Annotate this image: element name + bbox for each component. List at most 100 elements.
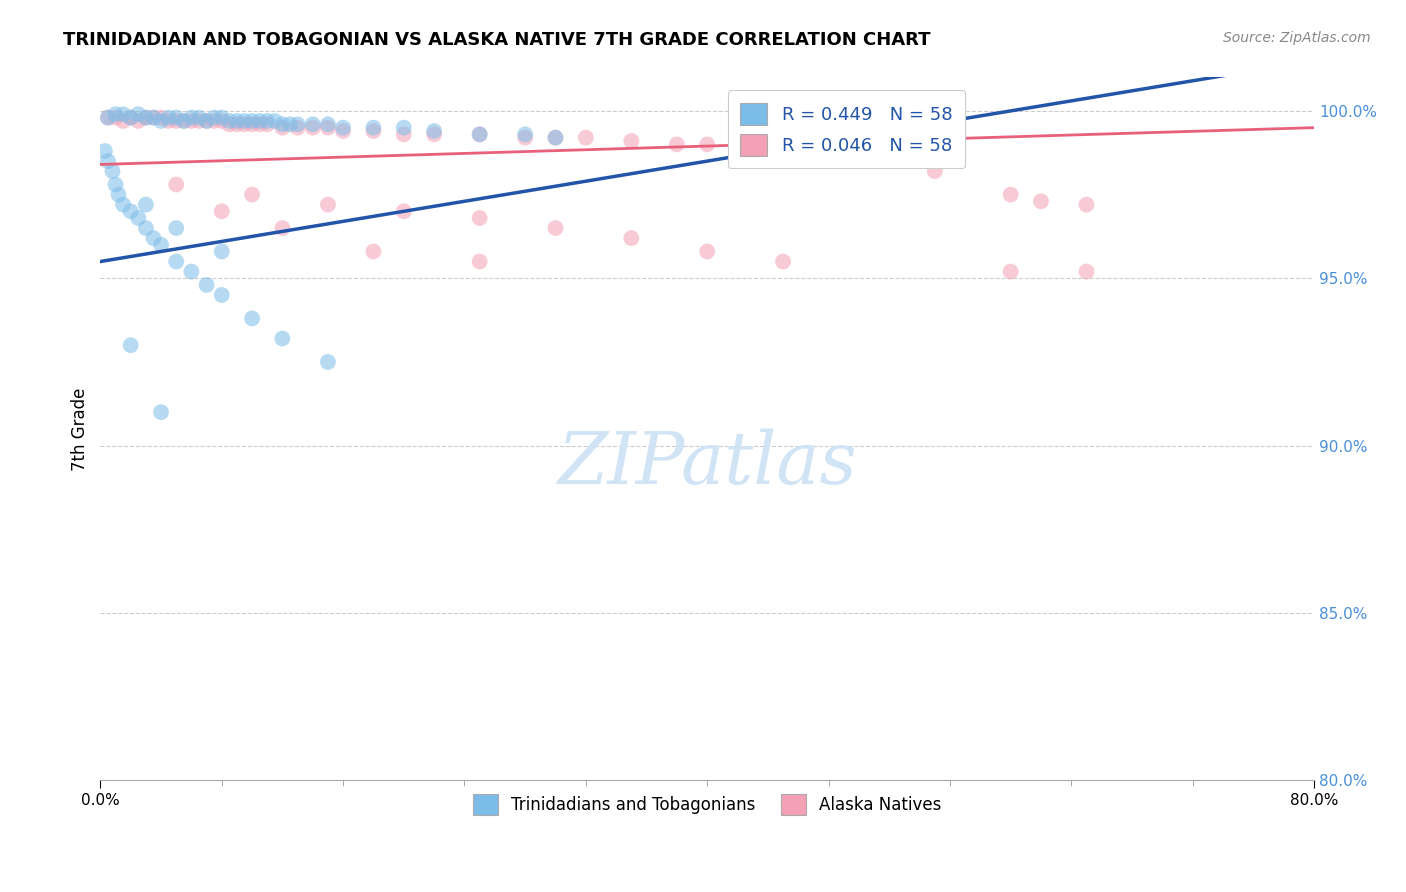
- Point: [165, 111, 187, 125]
- Point: [180, 264, 202, 278]
- Point: [180, 111, 202, 125]
- Point: [924, 164, 946, 178]
- Point: [165, 114, 187, 128]
- Point: [157, 111, 180, 125]
- Point: [233, 114, 256, 128]
- Point: [211, 244, 233, 259]
- Point: [188, 111, 211, 125]
- Point: [301, 120, 323, 135]
- Point: [363, 124, 385, 138]
- Point: [165, 254, 187, 268]
- Point: [1076, 197, 1098, 211]
- Point: [150, 237, 173, 252]
- Point: [195, 114, 218, 128]
- Point: [165, 221, 187, 235]
- Point: [696, 137, 718, 152]
- Point: [120, 338, 142, 352]
- Point: [211, 204, 233, 219]
- Point: [188, 114, 211, 128]
- Point: [202, 114, 225, 128]
- Point: [135, 197, 157, 211]
- Legend: Trinidadians and Tobagonians, Alaska Natives: Trinidadians and Tobagonians, Alaska Nat…: [463, 784, 952, 825]
- Point: [468, 211, 491, 225]
- Point: [211, 111, 233, 125]
- Point: [696, 244, 718, 259]
- Point: [332, 124, 354, 138]
- Point: [218, 117, 240, 131]
- Point: [515, 128, 537, 142]
- Point: [195, 114, 218, 128]
- Point: [1076, 264, 1098, 278]
- Point: [225, 114, 247, 128]
- Point: [104, 107, 127, 121]
- Point: [180, 114, 202, 128]
- Point: [104, 178, 127, 192]
- Point: [173, 114, 195, 128]
- Point: [287, 117, 309, 131]
- Point: [97, 111, 120, 125]
- Point: [515, 130, 537, 145]
- Point: [240, 187, 263, 202]
- Point: [211, 288, 233, 302]
- Point: [127, 107, 149, 121]
- Point: [468, 128, 491, 142]
- Point: [278, 117, 301, 131]
- Point: [544, 221, 567, 235]
- Point: [112, 197, 135, 211]
- Point: [316, 197, 339, 211]
- Point: [233, 117, 256, 131]
- Point: [150, 111, 173, 125]
- Point: [468, 254, 491, 268]
- Point: [112, 107, 135, 121]
- Point: [1029, 194, 1052, 209]
- Point: [97, 111, 120, 125]
- Point: [271, 117, 294, 131]
- Point: [848, 154, 870, 169]
- Point: [225, 117, 247, 131]
- Point: [240, 114, 263, 128]
- Point: [256, 114, 278, 128]
- Point: [101, 164, 124, 178]
- Point: [240, 311, 263, 326]
- Point: [120, 111, 142, 125]
- Point: [104, 111, 127, 125]
- Point: [135, 111, 157, 125]
- Point: [150, 405, 173, 419]
- Point: [363, 244, 385, 259]
- Point: [135, 221, 157, 235]
- Point: [94, 144, 117, 158]
- Point: [150, 114, 173, 128]
- Point: [142, 111, 165, 125]
- Point: [195, 277, 218, 292]
- Point: [620, 134, 643, 148]
- Text: TRINIDADIAN AND TOBAGONIAN VS ALASKA NATIVE 7TH GRADE CORRELATION CHART: TRINIDADIAN AND TOBAGONIAN VS ALASKA NAT…: [63, 31, 931, 49]
- Point: [165, 178, 187, 192]
- Point: [575, 130, 598, 145]
- Point: [332, 120, 354, 135]
- Point: [249, 117, 271, 131]
- Point: [127, 211, 149, 225]
- Point: [142, 111, 165, 125]
- Point: [468, 128, 491, 142]
- Point: [263, 114, 285, 128]
- Point: [112, 114, 135, 128]
- Point: [107, 187, 129, 202]
- Point: [392, 204, 415, 219]
- Point: [316, 355, 339, 369]
- Point: [392, 128, 415, 142]
- Point: [271, 331, 294, 345]
- Point: [1000, 264, 1022, 278]
- Point: [301, 117, 323, 131]
- Point: [256, 117, 278, 131]
- Point: [316, 120, 339, 135]
- Point: [97, 154, 120, 169]
- Y-axis label: 7th Grade: 7th Grade: [72, 387, 89, 471]
- Point: [202, 111, 225, 125]
- Point: [620, 231, 643, 245]
- Point: [772, 254, 794, 268]
- Point: [249, 114, 271, 128]
- Point: [271, 221, 294, 235]
- Text: Source: ZipAtlas.com: Source: ZipAtlas.com: [1223, 31, 1371, 45]
- Point: [772, 137, 794, 152]
- Point: [287, 120, 309, 135]
